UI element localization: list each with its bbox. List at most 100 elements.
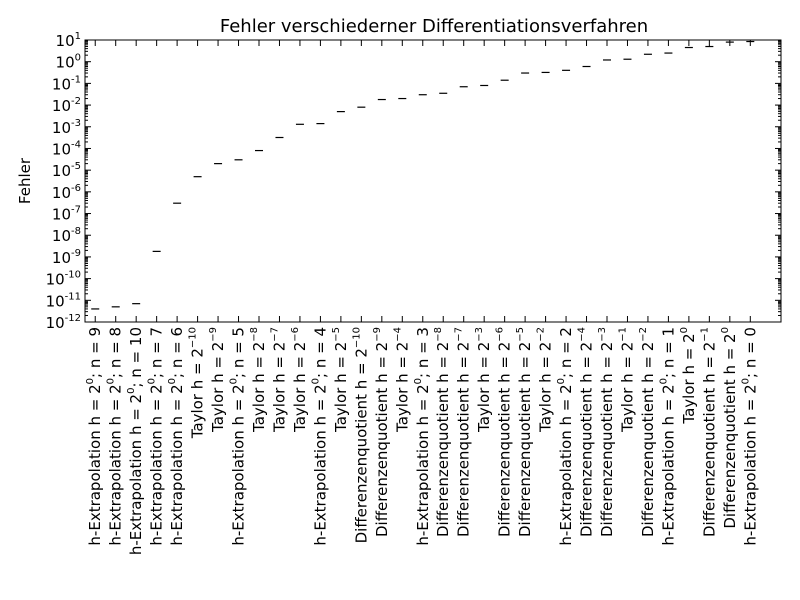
x-tick-label-exponent: 0 xyxy=(85,378,96,384)
y-tick-exponent: 1 xyxy=(75,31,81,42)
x-tick-label-main: Taylor h = 2 xyxy=(270,342,288,433)
x-tick-label-main: h-Extrapolation h = 2 xyxy=(230,384,248,545)
x-tick-label-exponent: −5 xyxy=(515,327,526,342)
y-tick-base: 10 xyxy=(52,227,71,245)
x-tick-label-main: h-Extrapolation h = 2 xyxy=(414,384,432,545)
y-tick-exponent: 0 xyxy=(75,53,81,64)
x-tick-label: Taylor h = 2−4 xyxy=(392,327,411,433)
x-tick-label-exponent: −3 xyxy=(474,327,485,342)
x-tick-label-main: Taylor h = 2 xyxy=(189,348,207,439)
x-tick-label-main: Differenzenquotient h = 2 xyxy=(352,348,370,543)
x-tick-label-main: Differenzenquotient h = 2 xyxy=(639,342,657,537)
x-tick-label-exponent: −1 xyxy=(699,327,710,342)
x-tick-label-exponent: −2 xyxy=(536,327,547,342)
x-tick-label-exponent: −9 xyxy=(372,327,383,342)
x-tick-label: Taylor h = 2−9 xyxy=(208,327,227,433)
x-tick-label-main: Taylor h = 2 xyxy=(475,342,493,433)
x-tick-label-main: Differenzenquotient h = 2 xyxy=(700,342,718,537)
data-points xyxy=(91,40,755,310)
y-tick-base: 10 xyxy=(46,271,65,289)
x-tick-label-exponent: −6 xyxy=(495,327,506,342)
x-tick-label: Taylor h = 2−5 xyxy=(331,327,350,433)
x-tick-label-main: Taylor h = 2 xyxy=(291,342,309,433)
y-tick-exponent: -8 xyxy=(71,226,81,237)
x-tick-label-exponent: −3 xyxy=(597,327,608,342)
x-tick-label-main: Differenzenquotient h = 2 xyxy=(373,342,391,537)
x-tick-label-main: Differenzenquotient h = 2 xyxy=(598,342,616,537)
y-tick-label: 10-9 xyxy=(52,248,81,267)
x-tick-label: h-Extrapolation h = 20; n = 6 xyxy=(167,327,186,546)
x-tick-label-exponent: 0 xyxy=(167,378,178,384)
y-tick-label: 101 xyxy=(56,31,81,50)
x-tick-label-main: Taylor h = 2 xyxy=(618,342,636,433)
axes-frame xyxy=(84,39,782,323)
x-tick-label-suffix: ; n = 5 xyxy=(230,327,248,378)
x-tick-label-main: Differenzenquotient h = 2 xyxy=(516,342,534,537)
y-tick-label: 100 xyxy=(56,53,81,72)
y-tick-exponent: -11 xyxy=(65,291,81,302)
x-tick-label-exponent: 0 xyxy=(106,378,117,384)
x-tick-label-main: Taylor h = 2 xyxy=(209,342,227,433)
x-tick-label: h-Extrapolation h = 20; n = 3 xyxy=(413,327,432,546)
y-tick-exponent: -5 xyxy=(71,161,81,172)
x-tick-label-exponent: −7 xyxy=(269,327,280,342)
y-tick-label: 10-4 xyxy=(52,139,81,158)
x-tick-label: Differenzenquotient h = 2−10 xyxy=(351,327,370,543)
x-tick-label: Differenzenquotient h = 2−3 xyxy=(597,327,616,537)
x-tick-label: h-Extrapolation h = 20; n = 1 xyxy=(658,327,677,546)
x-tick-label: Taylor h = 2−8 xyxy=(249,327,268,433)
x-tick-label-suffix: ; n = 3 xyxy=(414,327,432,378)
x-tick-label: Differenzenquotient h = 2−4 xyxy=(577,327,596,537)
x-axis: h-Extrapolation h = 20; n = 9h-Extrapola… xyxy=(85,40,759,555)
y-tick-base: 10 xyxy=(52,184,71,202)
chart-title: Fehler verschiederner Differentiationsve… xyxy=(220,16,648,37)
x-tick-label-main: Taylor h = 2 xyxy=(393,342,411,433)
x-tick-label-suffix: ; n = 4 xyxy=(311,327,329,378)
x-tick-label-exponent: 0 xyxy=(658,378,669,384)
x-tick-label-main: h-Extrapolation h = 2 xyxy=(86,384,104,545)
x-tick-label: Differenzenquotient h = 2−7 xyxy=(454,327,473,537)
y-tick-base: 10 xyxy=(52,75,71,93)
x-tick-label: h-Extrapolation h = 20; n = 7 xyxy=(147,327,166,546)
y-tick-base: 10 xyxy=(56,32,75,50)
x-tick-label-exponent: −1 xyxy=(617,327,628,342)
y-tick-label: 10-3 xyxy=(52,118,81,137)
x-tick-label-main: Differenzenquotient h = 2 xyxy=(455,342,473,537)
x-tick-label-exponent: 0 xyxy=(720,327,731,333)
x-tick-label: Taylor h = 2−7 xyxy=(269,327,288,433)
x-tick-label: Taylor h = 2−2 xyxy=(536,327,555,433)
y-axis-label: Fehler xyxy=(16,157,34,204)
y-tick-base: 10 xyxy=(52,249,71,267)
x-tick-label-main: h-Extrapolation h = 2 xyxy=(557,384,575,545)
y-tick-base: 10 xyxy=(52,119,71,137)
x-tick-label: Taylor h = 2−10 xyxy=(188,327,207,439)
x-tick-label-exponent: −6 xyxy=(290,327,301,342)
x-tick-label-exponent: −8 xyxy=(433,327,444,342)
x-tick-label-exponent: 0 xyxy=(679,327,690,333)
y-tick-label: 10-7 xyxy=(52,205,81,224)
x-tick-label: h-Extrapolation h = 20; n = 5 xyxy=(229,327,248,546)
y-tick-label: 10-8 xyxy=(52,226,81,245)
y-tick-exponent: -2 xyxy=(71,96,81,107)
x-tick-label: h-Extrapolation h = 20; n = 9 xyxy=(85,327,104,546)
y-tick-label: 10-11 xyxy=(46,291,81,310)
y-tick-base: 10 xyxy=(52,162,71,180)
x-tick-label-exponent: −4 xyxy=(577,327,588,342)
x-tick-label-exponent: 0 xyxy=(126,388,137,394)
x-tick-label-main: h-Extrapolation h = 2 xyxy=(741,384,759,545)
x-tick-label-suffix: ; n = 1 xyxy=(659,327,677,378)
x-tick-label-main: h-Extrapolation h = 2 xyxy=(148,384,166,545)
y-tick-exponent: -3 xyxy=(71,118,81,129)
x-tick-label-suffix: ; n = 6 xyxy=(168,327,186,378)
x-tick-label-exponent: −5 xyxy=(331,327,342,342)
y-tick-base: 10 xyxy=(52,97,71,115)
x-tick-label: h-Extrapolation h = 20; n = 10 xyxy=(126,327,145,555)
x-tick-label: Taylor h = 20 xyxy=(679,327,698,425)
x-tick-label: h-Extrapolation h = 20; n = 8 xyxy=(106,327,125,546)
y-tick-exponent: -6 xyxy=(71,183,81,194)
x-tick-label-main: Taylor h = 2 xyxy=(332,342,350,433)
x-tick-label-main: Differenzenquotient h = 2 xyxy=(578,342,596,537)
y-tick-label: 10-12 xyxy=(46,313,81,332)
x-tick-label-exponent: 0 xyxy=(556,378,567,384)
x-tick-label: h-Extrapolation h = 20; n = 0 xyxy=(740,327,759,546)
